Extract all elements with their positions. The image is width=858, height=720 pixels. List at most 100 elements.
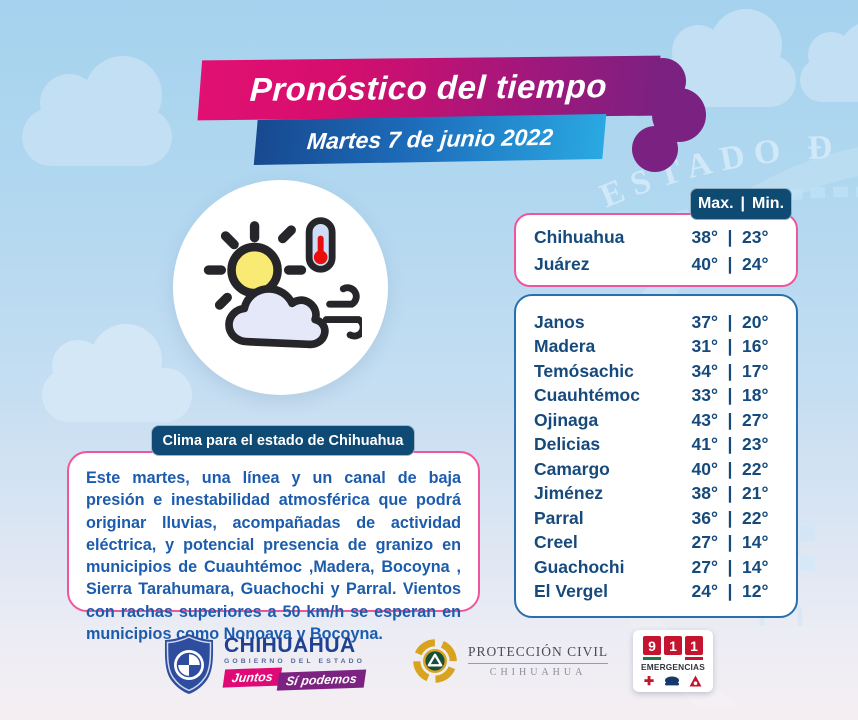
temp-separator: | — [727, 434, 733, 455]
temp-separator: | — [727, 483, 733, 504]
temp-separator: | — [727, 556, 733, 577]
summary-title: Clima para el estado de Chihuahua — [162, 432, 404, 449]
weather-icon-circle — [173, 180, 388, 395]
table-row: Ojinaga 43° | 27° — [534, 410, 782, 431]
table-row: Parral 36° | 22° — [534, 508, 782, 529]
main-cities-table: Chihuahua 38° | 23° Juárez 40° | 24° — [514, 213, 798, 287]
emergency-service-icons: ✚ — [644, 675, 702, 687]
banner-cloud-decoration — [632, 126, 678, 172]
gobierno-logo: CHIHUAHUA GOBIERNO DEL ESTADO Juntos Sí p… — [162, 632, 368, 696]
forecast-date: Martes 7 de junio 2022 — [305, 123, 555, 155]
red-bar — [685, 657, 703, 660]
proteccion-civil-emblem-icon — [413, 639, 457, 683]
cloud-shape — [800, 22, 858, 102]
table-row: Jiménez 38° | 21° — [534, 483, 782, 504]
flag-underlines — [643, 657, 703, 660]
proteccion-civil-subtitle: CHIHUAHUA — [489, 667, 587, 678]
gobierno-subtitle: GOBIERNO DEL ESTADO — [224, 657, 365, 665]
city-min-temp: 12° — [742, 580, 769, 601]
city-min-temp: 20° — [742, 312, 769, 332]
city-name: El Vergel — [534, 580, 608, 601]
city-name: Juárez — [534, 254, 590, 274]
digit-1: 1 — [664, 636, 682, 655]
police-cap-icon — [664, 676, 679, 686]
city-max-temp: 37° — [691, 312, 718, 332]
city-name: Ojinaga — [534, 409, 599, 430]
table-row: Janos 37° | 20° — [534, 312, 782, 333]
municipalities-table: Janos 37° | 20° Madera 31° | 16° Temósac… — [514, 294, 798, 618]
table-row: Camargo 40° | 22° — [534, 459, 782, 480]
city-min-temp: 23° — [742, 227, 769, 247]
sun-cloud-thermometer-wind-icon — [203, 216, 362, 348]
city-max-temp: 40° — [691, 254, 718, 274]
tagline-juntos: Juntos — [222, 666, 283, 688]
summary-box: Este martes, una línea y un canal de baj… — [67, 451, 480, 643]
date-banner: Martes 7 de junio 2022 — [253, 113, 607, 166]
table-row: Chihuahua 38° | 23° — [534, 227, 782, 248]
city-min-temp: 18° — [742, 385, 769, 406]
city-name: Guachochi — [534, 556, 625, 577]
temp-separator: | — [727, 458, 733, 479]
max-label: Max. — [697, 195, 734, 212]
medical-cross-icon: ✚ — [644, 674, 655, 688]
table-row: Creel 27° | 14° — [534, 532, 782, 553]
911-card: 9 1 1 EMERGENCIAS ✚ — [633, 630, 713, 692]
city-min-temp: 17° — [742, 360, 769, 381]
temp-separator: | — [727, 254, 733, 274]
city-name: Delicias — [534, 434, 601, 455]
city-max-temp: 38° — [691, 483, 718, 504]
summary-title-badge: Clima para el estado de Chihuahua — [151, 425, 415, 456]
tagline-si-podemos: Sí podemos — [276, 669, 367, 691]
temp-separator: | — [727, 580, 733, 601]
table-row: Temósachic 34° | 17° — [534, 361, 782, 382]
city-max-temp: 36° — [691, 507, 718, 528]
temp-separator: | — [727, 227, 733, 247]
temp-separator: | — [727, 336, 733, 357]
911-digits: 9 1 1 — [643, 636, 703, 655]
city-min-temp: 24° — [742, 254, 769, 274]
city-min-temp: 16° — [742, 336, 769, 357]
temp-separator: | — [727, 532, 733, 553]
gobierno-name: CHIHUAHUA — [224, 633, 356, 657]
cloud-shape — [42, 324, 192, 422]
page-title: Pronóstico del tiempo — [249, 67, 609, 108]
city-name: Chihuahua — [534, 227, 625, 247]
digit-1: 1 — [685, 636, 703, 655]
city-min-temp: 27° — [742, 409, 769, 430]
city-min-temp: 14° — [742, 532, 769, 553]
maxmin-header: Max. | Min. — [690, 188, 792, 220]
city-name: Camargo — [534, 458, 610, 479]
temp-separator: | — [727, 507, 733, 528]
city-min-temp: 22° — [742, 458, 769, 479]
city-min-temp: 14° — [742, 556, 769, 577]
summary-text: Este martes, una línea y un canal de baj… — [86, 469, 461, 644]
emergencias-label: EMERGENCIAS — [641, 662, 705, 672]
city-max-temp: 24° — [691, 580, 718, 601]
emergencias-911-logo: 9 1 1 EMERGENCIAS ✚ — [633, 630, 713, 692]
city-name: Parral — [534, 507, 584, 528]
digit-9: 9 — [643, 636, 661, 655]
city-max-temp: 38° — [691, 227, 718, 247]
city-name: Janos — [534, 312, 585, 332]
min-label: Min. — [752, 195, 785, 212]
city-max-temp: 34° — [691, 360, 718, 381]
city-name: Madera — [534, 336, 596, 357]
city-max-temp: 43° — [691, 409, 718, 430]
temp-separator: | — [727, 360, 733, 381]
proteccion-civil-logo: PROTECCIÓN CIVIL CHIHUAHUA — [412, 638, 609, 684]
title-banner: Pronóstico del tiempo — [197, 55, 661, 121]
table-row: Juárez 40° | 24° — [534, 254, 782, 275]
city-max-temp: 41° — [691, 434, 718, 455]
table-row: Delicias 41° | 23° — [534, 434, 782, 455]
table-row: Guachochi 27° | 14° — [534, 557, 782, 578]
header-separator: | — [740, 195, 746, 212]
city-min-temp: 22° — [742, 507, 769, 528]
table-row: El Vergel 24° | 12° — [534, 581, 782, 602]
city-name: Cuauhtémoc — [534, 385, 640, 406]
city-min-temp: 21° — [742, 483, 769, 504]
table-row: Madera 31° | 16° — [534, 336, 782, 357]
cloud-shape — [22, 56, 172, 166]
city-max-temp: 40° — [691, 458, 718, 479]
city-max-temp: 31° — [691, 336, 718, 357]
